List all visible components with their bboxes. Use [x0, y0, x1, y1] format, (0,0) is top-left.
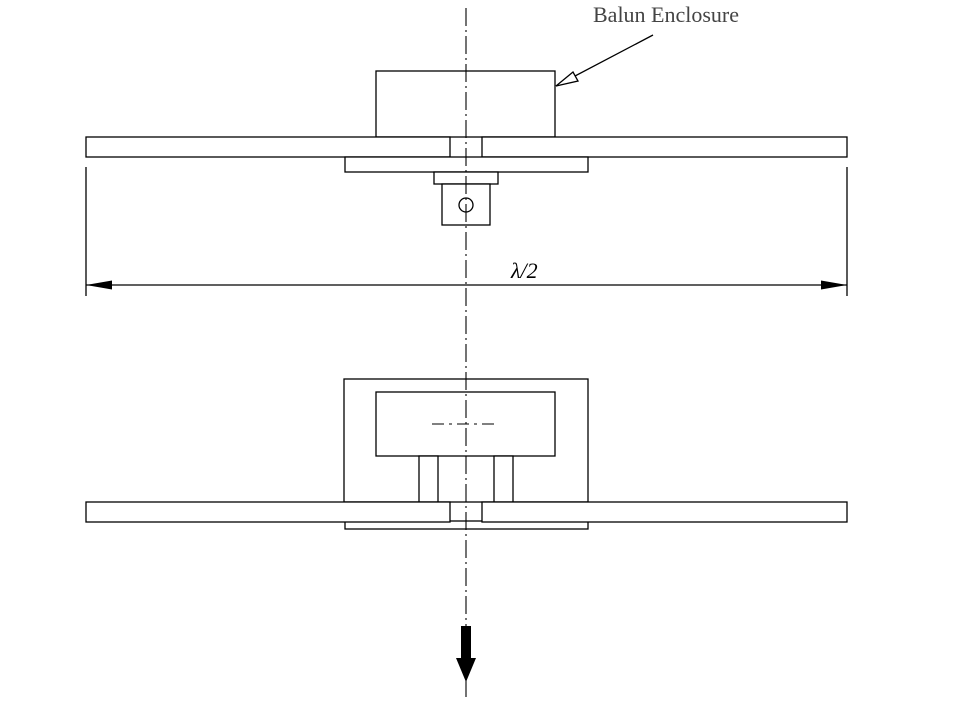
- callout-arrowhead: [555, 71, 579, 87]
- left-dipole-arm-bottom: [85, 501, 451, 523]
- balun-callout: Balun Enclosure: [555, 2, 739, 87]
- dimension-label: λ/2: [510, 258, 538, 283]
- left-dipole-arm-top: [85, 136, 451, 158]
- right-dipole-arm-bottom: [481, 501, 848, 523]
- right-dipole-arm-top: [481, 136, 848, 158]
- arrow-down-icon: [456, 626, 476, 682]
- right-feed-post: [493, 455, 514, 503]
- callout-label: Balun Enclosure: [593, 2, 739, 27]
- left-feed-post: [418, 455, 439, 503]
- half-wavelength-dimension: λ/2: [85, 167, 848, 296]
